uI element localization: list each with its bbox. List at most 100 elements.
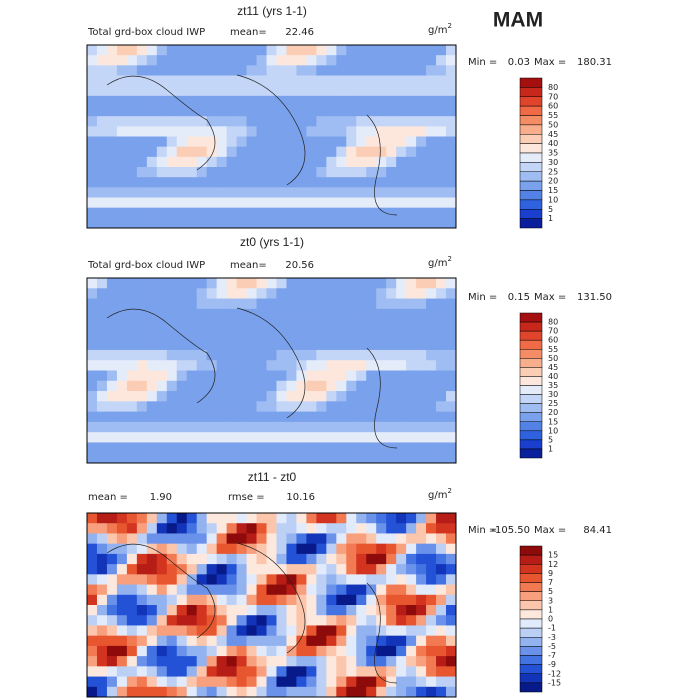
map-cell — [87, 432, 98, 443]
map-cell — [316, 167, 327, 178]
map-cell — [296, 564, 307, 575]
map-cell — [256, 666, 268, 678]
map-cell — [116, 329, 128, 341]
map-cell — [256, 146, 268, 158]
map-cell — [286, 187, 297, 198]
map-cell — [436, 564, 447, 575]
map-cell — [306, 584, 317, 596]
map-cell — [276, 452, 287, 464]
map-cell — [436, 452, 447, 464]
map-cell — [106, 339, 118, 351]
map-cell — [216, 615, 228, 626]
map-cell — [116, 391, 128, 402]
map-cell — [376, 401, 387, 413]
map-cell — [106, 615, 118, 626]
map-cell — [87, 136, 98, 148]
map-cell — [96, 432, 108, 443]
map-cell — [376, 329, 387, 341]
map-cell — [226, 308, 238, 320]
map-cell — [286, 339, 297, 351]
map-cell — [446, 380, 457, 392]
map-cell — [236, 574, 248, 586]
map-cell — [146, 543, 158, 555]
map-cell — [276, 55, 287, 66]
map-cell — [176, 594, 188, 606]
map-cell — [216, 187, 228, 198]
map-cell — [326, 615, 337, 626]
map-cell — [186, 584, 198, 596]
colorbar-box — [519, 143, 543, 154]
map-cell — [286, 319, 297, 330]
map-cell — [256, 411, 268, 423]
map-cell — [246, 217, 258, 229]
map-cell — [136, 278, 148, 289]
map-cell — [216, 645, 228, 657]
map-cell — [286, 656, 297, 667]
map-cell — [356, 167, 367, 178]
map-cell — [106, 217, 118, 229]
map-cell — [186, 136, 198, 148]
map-cell — [87, 553, 98, 565]
map-cell — [146, 65, 158, 76]
map-cell — [286, 197, 297, 209]
map-cell — [116, 298, 128, 310]
map-cell — [296, 187, 307, 198]
map-cell — [206, 319, 218, 330]
map-cell — [396, 75, 407, 87]
map-cell — [246, 319, 258, 330]
map-cell — [206, 349, 218, 361]
map-cell — [87, 95, 98, 107]
map-cell — [226, 177, 238, 188]
map-cell — [87, 106, 98, 117]
map-cell — [306, 421, 317, 433]
map-cell — [246, 676, 258, 688]
map-cell — [406, 167, 417, 178]
map-cell — [446, 533, 457, 545]
map-cell — [396, 146, 407, 158]
map-cell — [326, 349, 337, 361]
map-cell — [416, 349, 427, 361]
map-cell — [276, 625, 287, 637]
map-cell — [406, 339, 417, 351]
map-cell — [116, 656, 128, 667]
map-cell — [166, 167, 178, 178]
map-cell — [336, 401, 347, 413]
map-cell — [366, 207, 377, 219]
map-cell — [376, 288, 387, 300]
map-cell — [226, 298, 238, 310]
map-cell — [146, 207, 158, 219]
colorbar-box — [519, 600, 543, 611]
map-cell — [246, 533, 258, 545]
map-cell — [416, 156, 427, 168]
map-cell — [206, 584, 218, 596]
map-cell — [346, 543, 357, 555]
map-cell — [366, 452, 377, 464]
map-cell — [276, 75, 287, 87]
map-cell — [176, 656, 188, 667]
map-cell — [356, 513, 367, 524]
map-cell — [196, 329, 208, 341]
map-cell — [356, 197, 367, 209]
map-cell — [136, 298, 148, 310]
map-cell — [386, 45, 397, 56]
map-cell — [186, 574, 198, 586]
map-cell — [386, 666, 397, 678]
map-cell — [266, 656, 277, 667]
map-cell — [406, 55, 417, 66]
max-label: Max = — [534, 525, 566, 536]
map-cell — [216, 605, 228, 616]
map-cell — [96, 116, 108, 127]
map-cell — [356, 380, 367, 392]
map-cell — [106, 635, 118, 647]
map-cell — [416, 177, 427, 188]
map-cell — [416, 594, 427, 606]
map-cell — [116, 360, 128, 371]
map-cell — [376, 116, 387, 127]
colorbar-label: 12 — [548, 560, 558, 569]
map-cell — [87, 666, 98, 678]
map-cell — [216, 329, 228, 341]
map-cell — [296, 75, 307, 87]
map-cell — [176, 177, 188, 188]
map-cell — [136, 533, 148, 545]
